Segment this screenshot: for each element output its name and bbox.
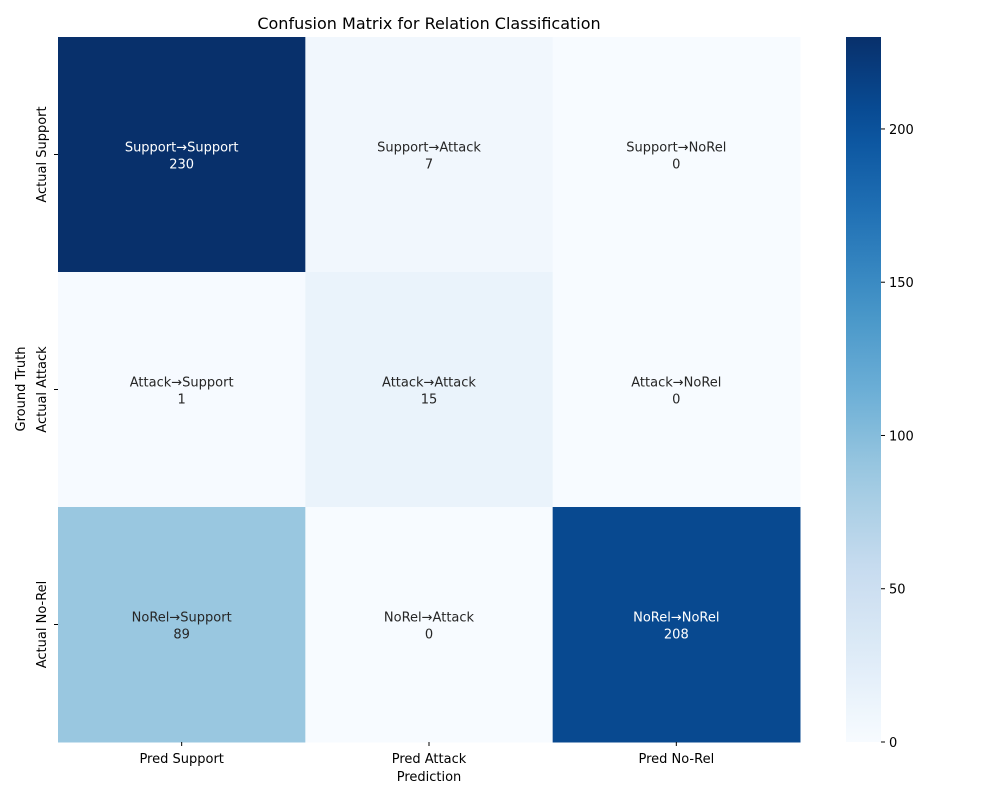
cell-label: Support→NoRel <box>626 141 726 156</box>
heatmap-cell <box>305 37 554 273</box>
y-axis-label: Ground Truth <box>14 347 29 432</box>
colorbar: 0 50 100 150 200 <box>846 37 914 751</box>
colorbar-tick-label: 200 <box>889 123 914 138</box>
cell-label: Attack→Support <box>130 376 234 391</box>
y-axis: Actual Support Actual Attack Actual No-Rel <box>35 106 58 668</box>
heatmap-cells <box>58 37 801 743</box>
heatmap-cell <box>58 507 306 743</box>
cell-label: Support→Support <box>125 141 239 156</box>
heatmap-cell <box>552 507 801 743</box>
cell-label: NoRel→NoRel <box>633 611 719 626</box>
colorbar-gradient <box>846 37 881 742</box>
cell-label: NoRel→Attack <box>384 611 475 626</box>
x-axis-label: Prediction <box>397 770 462 785</box>
colorbar-tick-label: 100 <box>889 429 914 444</box>
cell-value: 89 <box>173 628 190 643</box>
cell-value: 230 <box>169 158 194 173</box>
cell-value: 15 <box>421 393 438 408</box>
cell-value: 208 <box>664 628 689 643</box>
cell-label: NoRel→Support <box>132 611 232 626</box>
cell-value: 0 <box>672 158 680 173</box>
heatmap-cell <box>305 272 554 508</box>
heatmap-annotations: Support→Support 230 Support→Attack 7 Support… <box>125 141 727 643</box>
cell-value: 0 <box>672 393 680 408</box>
heatmap-cell <box>305 507 554 743</box>
heatmap-cell <box>58 272 306 508</box>
colorbar-tick-label: 0 <box>889 736 897 751</box>
heatmap-cell <box>552 37 801 273</box>
cell-value: 1 <box>178 393 186 408</box>
cell-label: Attack→NoRel <box>631 376 721 391</box>
x-tick-label: Pred Attack <box>392 752 467 767</box>
heatmap-cell <box>552 272 801 508</box>
colorbar-tick-label: 150 <box>889 276 914 291</box>
x-tick-label: Pred Support <box>139 752 223 767</box>
x-axis: Pred Support Pred Attack Pred No-Rel <box>139 742 714 767</box>
colorbar-tick-label: 50 <box>889 583 906 598</box>
y-tick-label: Actual Support <box>35 106 50 202</box>
y-tick-label: Actual No-Rel <box>35 581 50 669</box>
x-tick-label: Pred No-Rel <box>638 752 714 767</box>
y-tick-label: Actual Attack <box>35 346 50 433</box>
cell-value: 7 <box>425 158 433 173</box>
heatmap-cell <box>58 37 306 273</box>
chart-title: Confusion Matrix for Relation Classifica… <box>257 14 600 33</box>
cell-label: Support→Attack <box>377 141 481 156</box>
cell-value: 0 <box>425 628 433 643</box>
cell-label: Attack→Attack <box>382 376 476 391</box>
